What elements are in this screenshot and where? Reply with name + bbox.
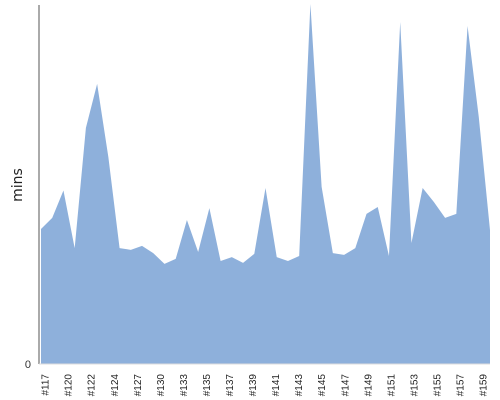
x-tick-label: #120	[64, 374, 75, 397]
x-tick-label: #127	[133, 374, 144, 397]
x-tick-label: #151	[386, 374, 397, 397]
x-tick-label: #157	[456, 374, 467, 397]
x-tick-label: #159	[479, 374, 490, 397]
area-series-layer	[41, 4, 490, 364]
y-axis-label: mins	[10, 168, 26, 202]
x-tick-label: #124	[110, 374, 121, 397]
x-tick-label: #122	[87, 374, 98, 397]
x-tick-label: #141	[271, 374, 282, 397]
x-tick-label: #130	[156, 374, 167, 397]
x-tick-labels: #117 #120 #122 #124 #127 #130 #133 #135 #137 #139…	[41, 374, 490, 397]
x-tick-label: #135	[202, 374, 213, 397]
x-tick-label: #117	[41, 374, 52, 396]
x-tick-label: #143	[294, 374, 305, 397]
x-tick-label: #137	[225, 374, 236, 397]
x-tick-label: #133	[179, 374, 190, 397]
x-tick-label: #147	[340, 374, 351, 397]
x-tick-label: #155	[433, 374, 444, 397]
y-tick-label-0: 0	[25, 359, 31, 371]
x-tick-label: #153	[409, 374, 420, 397]
area-series-fill	[41, 4, 490, 364]
x-tick-label: #145	[317, 374, 328, 397]
x-tick-label: #149	[363, 374, 374, 397]
x-tick-label: #139	[248, 374, 259, 397]
